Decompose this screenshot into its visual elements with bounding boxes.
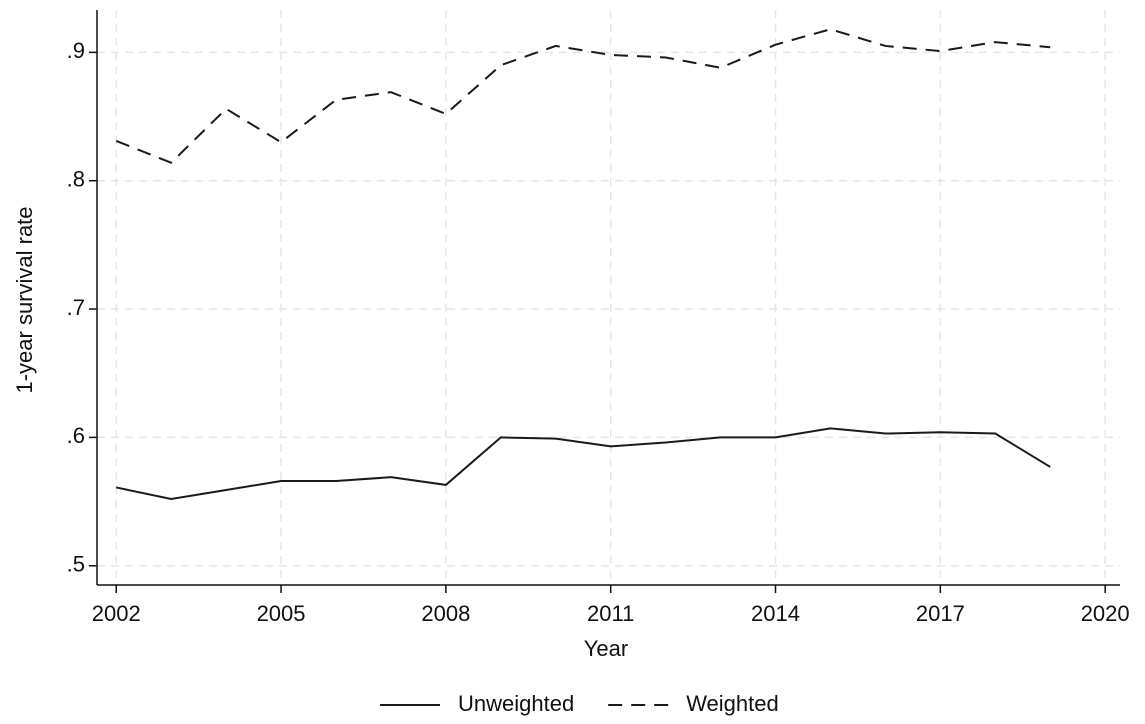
line-series <box>115 28 1051 164</box>
x-tick-label: 2002 <box>92 601 141 626</box>
x-tick-label: 2008 <box>421 601 470 626</box>
x-tick-label: 2020 <box>1081 601 1130 626</box>
y-axis-label: 1-year survival rate <box>12 206 37 393</box>
y-tick-label: .8 <box>67 167 85 192</box>
y-tick-label: .7 <box>67 295 85 320</box>
line-series <box>116 427 1051 501</box>
x-tick-label: 2011 <box>587 601 634 626</box>
legend-label: Unweighted <box>458 691 574 716</box>
x-tick-label: 2014 <box>751 601 800 626</box>
x-tick-label: 2017 <box>916 601 965 626</box>
x-tick-label: 2005 <box>257 601 306 626</box>
y-tick-label: .5 <box>67 552 85 577</box>
legend-label: Weighted <box>686 691 779 716</box>
y-tick-label: .9 <box>67 38 85 63</box>
y-tick-label: .6 <box>67 423 85 448</box>
x-axis-label: Year <box>584 636 628 661</box>
